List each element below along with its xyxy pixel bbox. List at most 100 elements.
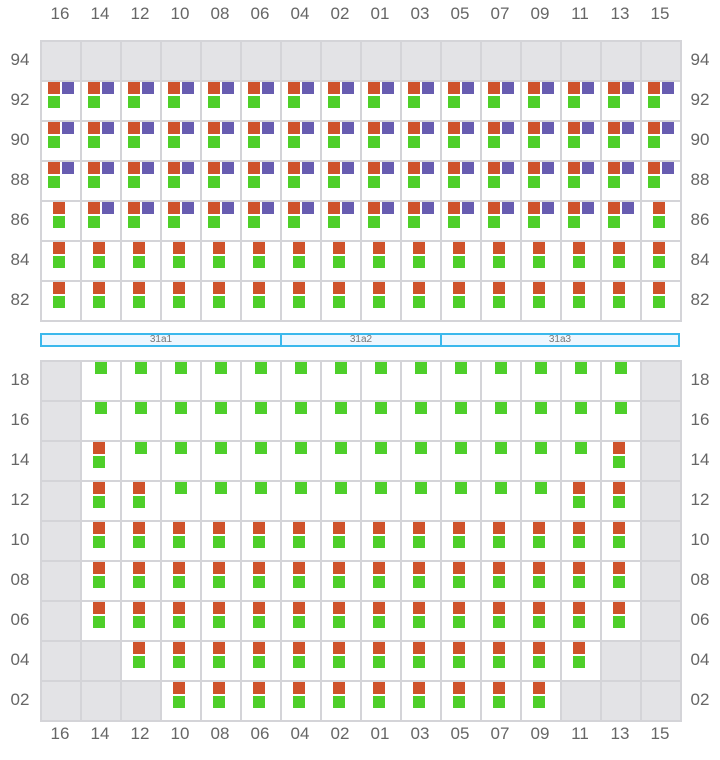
slot-cell[interactable] xyxy=(162,642,202,682)
slot-cell[interactable] xyxy=(202,482,242,522)
slot-cell[interactable] xyxy=(242,162,282,202)
slot-cell[interactable] xyxy=(242,562,282,602)
slot-cell[interactable] xyxy=(322,522,362,562)
slot-cell[interactable] xyxy=(402,562,442,602)
slot-cell[interactable] xyxy=(282,202,322,242)
slot-cell[interactable] xyxy=(162,482,202,522)
slot-cell[interactable] xyxy=(122,442,162,482)
slot-cell[interactable] xyxy=(242,122,282,162)
slot-cell[interactable] xyxy=(122,82,162,122)
slot-cell[interactable] xyxy=(282,242,322,282)
slot-cell[interactable] xyxy=(122,602,162,642)
slot-cell[interactable] xyxy=(82,162,122,202)
slot-cell[interactable] xyxy=(562,202,602,242)
slot-cell[interactable] xyxy=(402,442,442,482)
slot-cell[interactable] xyxy=(322,202,362,242)
slot-cell[interactable] xyxy=(322,682,362,722)
slot-cell[interactable] xyxy=(202,202,242,242)
slot-cell[interactable] xyxy=(482,402,522,442)
slot-cell[interactable] xyxy=(322,82,362,122)
slot-cell[interactable] xyxy=(602,242,642,282)
slot-cell[interactable] xyxy=(602,282,642,322)
slot-cell[interactable] xyxy=(642,162,682,202)
slot-cell[interactable] xyxy=(82,482,122,522)
slot-cell[interactable] xyxy=(522,682,562,722)
slot-cell[interactable] xyxy=(402,482,442,522)
slot-cell[interactable] xyxy=(642,122,682,162)
slot-cell[interactable] xyxy=(122,522,162,562)
slot-cell[interactable] xyxy=(482,82,522,122)
slot-cell[interactable] xyxy=(642,82,682,122)
slot-cell[interactable] xyxy=(82,562,122,602)
slot-cell[interactable] xyxy=(42,82,82,122)
slot-cell[interactable] xyxy=(122,362,162,402)
slot-cell[interactable] xyxy=(522,202,562,242)
segment-31a2[interactable]: 31a2 xyxy=(280,333,442,347)
slot-cell[interactable] xyxy=(562,362,602,402)
slot-cell[interactable] xyxy=(482,642,522,682)
slot-cell[interactable] xyxy=(322,642,362,682)
slot-cell[interactable] xyxy=(202,522,242,562)
slot-cell[interactable] xyxy=(602,82,642,122)
slot-cell[interactable] xyxy=(82,282,122,322)
slot-cell[interactable] xyxy=(202,642,242,682)
slot-cell[interactable] xyxy=(202,242,242,282)
slot-cell[interactable] xyxy=(562,642,602,682)
slot-cell[interactable] xyxy=(282,522,322,562)
slot-cell[interactable] xyxy=(162,682,202,722)
slot-cell[interactable] xyxy=(82,442,122,482)
slot-cell[interactable] xyxy=(522,642,562,682)
slot-cell[interactable] xyxy=(442,162,482,202)
slot-cell[interactable] xyxy=(402,162,442,202)
slot-cell[interactable] xyxy=(522,402,562,442)
slot-cell[interactable] xyxy=(402,82,442,122)
slot-cell[interactable] xyxy=(122,482,162,522)
slot-cell[interactable] xyxy=(402,362,442,402)
slot-cell[interactable] xyxy=(362,362,402,402)
slot-cell[interactable] xyxy=(402,202,442,242)
slot-cell[interactable] xyxy=(162,202,202,242)
slot-cell[interactable] xyxy=(522,82,562,122)
slot-cell[interactable] xyxy=(482,362,522,402)
slot-cell[interactable] xyxy=(522,162,562,202)
slot-cell[interactable] xyxy=(162,82,202,122)
slot-cell[interactable] xyxy=(202,602,242,642)
slot-cell[interactable] xyxy=(442,562,482,602)
slot-cell[interactable] xyxy=(522,522,562,562)
slot-cell[interactable] xyxy=(442,602,482,642)
slot-cell[interactable] xyxy=(82,202,122,242)
slot-cell[interactable] xyxy=(82,122,122,162)
slot-cell[interactable] xyxy=(82,522,122,562)
slot-cell[interactable] xyxy=(202,162,242,202)
slot-cell[interactable] xyxy=(362,82,402,122)
slot-cell[interactable] xyxy=(522,362,562,402)
slot-cell[interactable] xyxy=(522,242,562,282)
slot-cell[interactable] xyxy=(202,362,242,402)
slot-cell[interactable] xyxy=(122,282,162,322)
slot-cell[interactable] xyxy=(282,642,322,682)
slot-cell[interactable] xyxy=(362,522,402,562)
slot-cell[interactable] xyxy=(442,122,482,162)
slot-cell[interactable] xyxy=(562,122,602,162)
slot-cell[interactable] xyxy=(442,442,482,482)
slot-cell[interactable] xyxy=(322,122,362,162)
slot-cell[interactable] xyxy=(562,562,602,602)
slot-cell[interactable] xyxy=(322,242,362,282)
slot-cell[interactable] xyxy=(82,402,122,442)
slot-cell[interactable] xyxy=(362,482,402,522)
slot-cell[interactable] xyxy=(162,282,202,322)
slot-cell[interactable] xyxy=(162,442,202,482)
slot-cell[interactable] xyxy=(562,82,602,122)
slot-cell[interactable] xyxy=(282,122,322,162)
slot-cell[interactable] xyxy=(242,282,282,322)
slot-cell[interactable] xyxy=(322,402,362,442)
slot-cell[interactable] xyxy=(642,202,682,242)
slot-cell[interactable] xyxy=(322,602,362,642)
slot-cell[interactable] xyxy=(202,82,242,122)
slot-cell[interactable] xyxy=(362,562,402,602)
slot-cell[interactable] xyxy=(162,122,202,162)
slot-cell[interactable] xyxy=(442,362,482,402)
slot-cell[interactable] xyxy=(482,562,522,602)
slot-cell[interactable] xyxy=(362,122,402,162)
slot-cell[interactable] xyxy=(322,162,362,202)
